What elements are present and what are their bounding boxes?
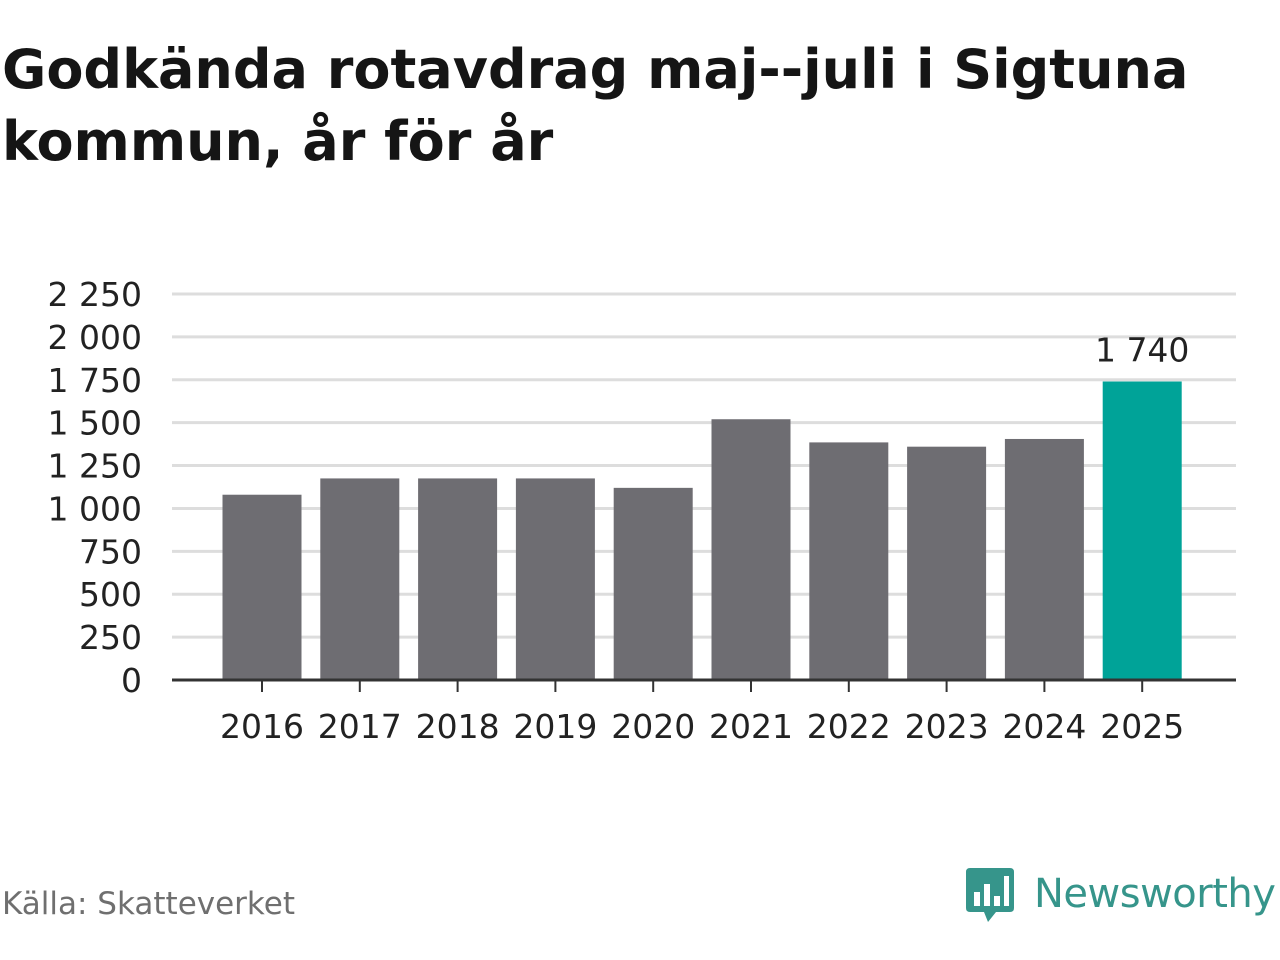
y-tick-label: 2 000: [48, 318, 142, 357]
x-tick-label: 2023: [905, 707, 989, 746]
y-tick-label: 1 750: [48, 361, 142, 400]
y-tick-label: 1 000: [48, 489, 142, 528]
data-labels: 1 740: [1095, 330, 1189, 369]
bars: [222, 381, 1182, 680]
bar-2019: [515, 478, 595, 680]
x-tick-label: 2016: [220, 707, 304, 746]
y-tick-label: 500: [79, 575, 142, 614]
y-tick-label: 1 500: [48, 404, 142, 443]
x-tick-label: 2021: [709, 707, 793, 746]
y-tick-label: 250: [79, 618, 142, 657]
x-axis-tick-labels: 2016 2017 2018 2019 2020 2021 2022 2023 2024 2025: [172, 678, 1236, 746]
brand-name: Newsworthy: [1034, 871, 1276, 917]
bar-2018: [418, 478, 498, 680]
bar-2022: [809, 442, 889, 680]
y-tick-label: 0: [121, 661, 142, 700]
bar-2016: [222, 494, 302, 680]
brand-logo: Newsworthy: [964, 864, 1276, 924]
chart-title: Godkända rotavdrag maj--juli i Sigtuna k…: [2, 38, 1189, 173]
bar-2025: [1102, 381, 1182, 680]
newsworthy-chart-bubble-icon: [966, 868, 1014, 922]
y-tick-label: 2 250: [48, 275, 142, 314]
x-tick-label: 2025: [1100, 707, 1184, 746]
bar-2020: [613, 487, 693, 680]
data-label: 1 740: [1095, 330, 1189, 369]
bar-2024: [1004, 438, 1084, 680]
bar-2021: [711, 419, 791, 680]
bar-2017: [320, 478, 400, 680]
x-tick-label: 2022: [807, 707, 891, 746]
x-tick-label: 2024: [1002, 707, 1086, 746]
x-tick-label: 2018: [416, 707, 500, 746]
y-tick-label: 1 250: [48, 447, 142, 486]
x-tick-label: 2019: [513, 707, 597, 746]
y-tick-label: 750: [79, 532, 142, 571]
bar-2023: [907, 446, 987, 680]
x-tick-label: 2017: [318, 707, 402, 746]
x-tick-label: 2020: [611, 707, 695, 746]
source-text: Källa: Skatteverket: [2, 886, 296, 922]
